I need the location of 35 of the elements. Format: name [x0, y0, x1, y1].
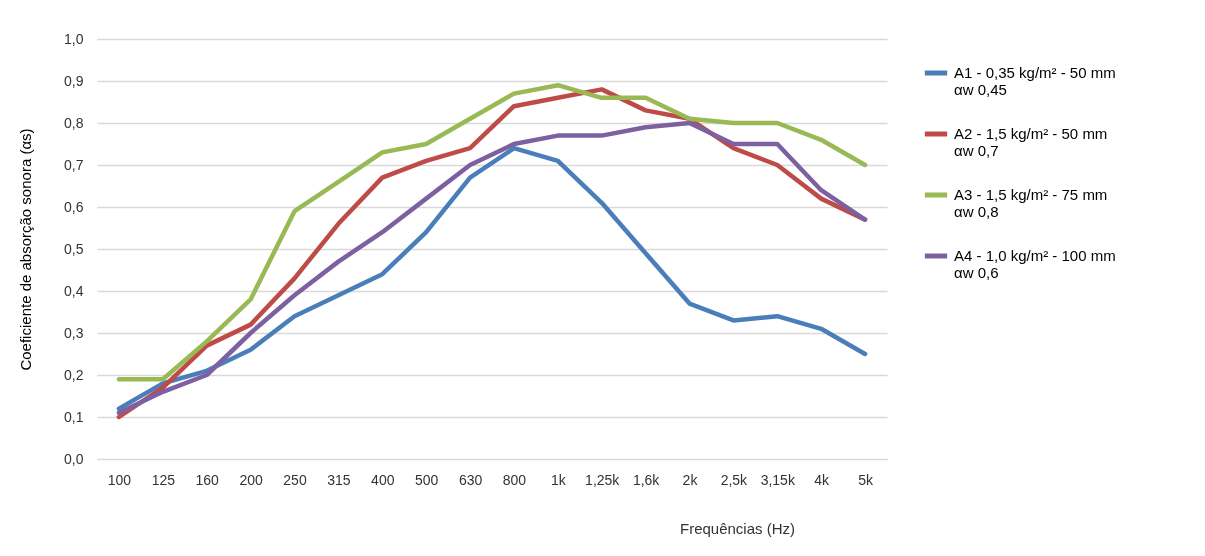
legend-label: A2 - 1,5 kg/m² - 50 mm αw 0,7 — [954, 125, 1108, 159]
x-tick-label: 3,15k — [760, 471, 796, 488]
y-tick-label: 0,5 — [64, 240, 84, 257]
x-tick-label: 2k — [682, 471, 699, 488]
y-axis-title: Coeficiente de absorção sonora (αs) — [17, 128, 35, 371]
y-tick-label: 0,6 — [64, 198, 84, 215]
x-tick-label: 800 — [502, 471, 527, 488]
legend-label: A4 - 1,0 kg/m² - 100 mm αw 0,6 — [954, 247, 1116, 281]
y-tick-label: 0,3 — [64, 324, 84, 341]
x-tick-label: 1k — [550, 471, 567, 488]
legend-label: A3 - 1,5 kg/m² - 75 mm αw 0,8 — [954, 186, 1108, 220]
x-tick-label: 1,6k — [632, 471, 661, 488]
x-tick-label: 5k — [858, 471, 874, 488]
y-tick-label: 0,7 — [64, 156, 84, 173]
x-tick-label: 125 — [151, 471, 176, 488]
y-tick-label: 0,0 — [64, 450, 84, 467]
legend-label: A1 - 0,35 kg/m² - 50 mm αw 0,45 — [954, 64, 1116, 98]
y-tick-label: 0,2 — [64, 366, 84, 383]
x-tick-label: 250 — [283, 471, 307, 488]
y-tick-label: 0,4 — [64, 282, 84, 299]
y-tick-label: 0,1 — [64, 408, 84, 425]
x-tick-label: 200 — [239, 471, 263, 488]
x-tick-label: 2,5k — [720, 471, 749, 488]
x-tick-label: 400 — [371, 471, 395, 488]
x-axis-title: Frequências (Hz) — [679, 519, 796, 537]
x-tick-label: 315 — [327, 471, 351, 488]
y-tick-label: 1,0 — [64, 30, 84, 47]
x-tick-label: 500 — [414, 471, 439, 488]
x-tick-label: 1,25k — [585, 471, 621, 488]
x-tick-label: 100 — [107, 471, 132, 488]
x-tick-label: 160 — [195, 471, 220, 488]
x-tick-label: 630 — [458, 471, 483, 488]
x-tick-label: 4k — [814, 471, 831, 488]
y-tick-label: 0,8 — [64, 114, 84, 131]
y-tick-label: 0,9 — [64, 72, 84, 89]
